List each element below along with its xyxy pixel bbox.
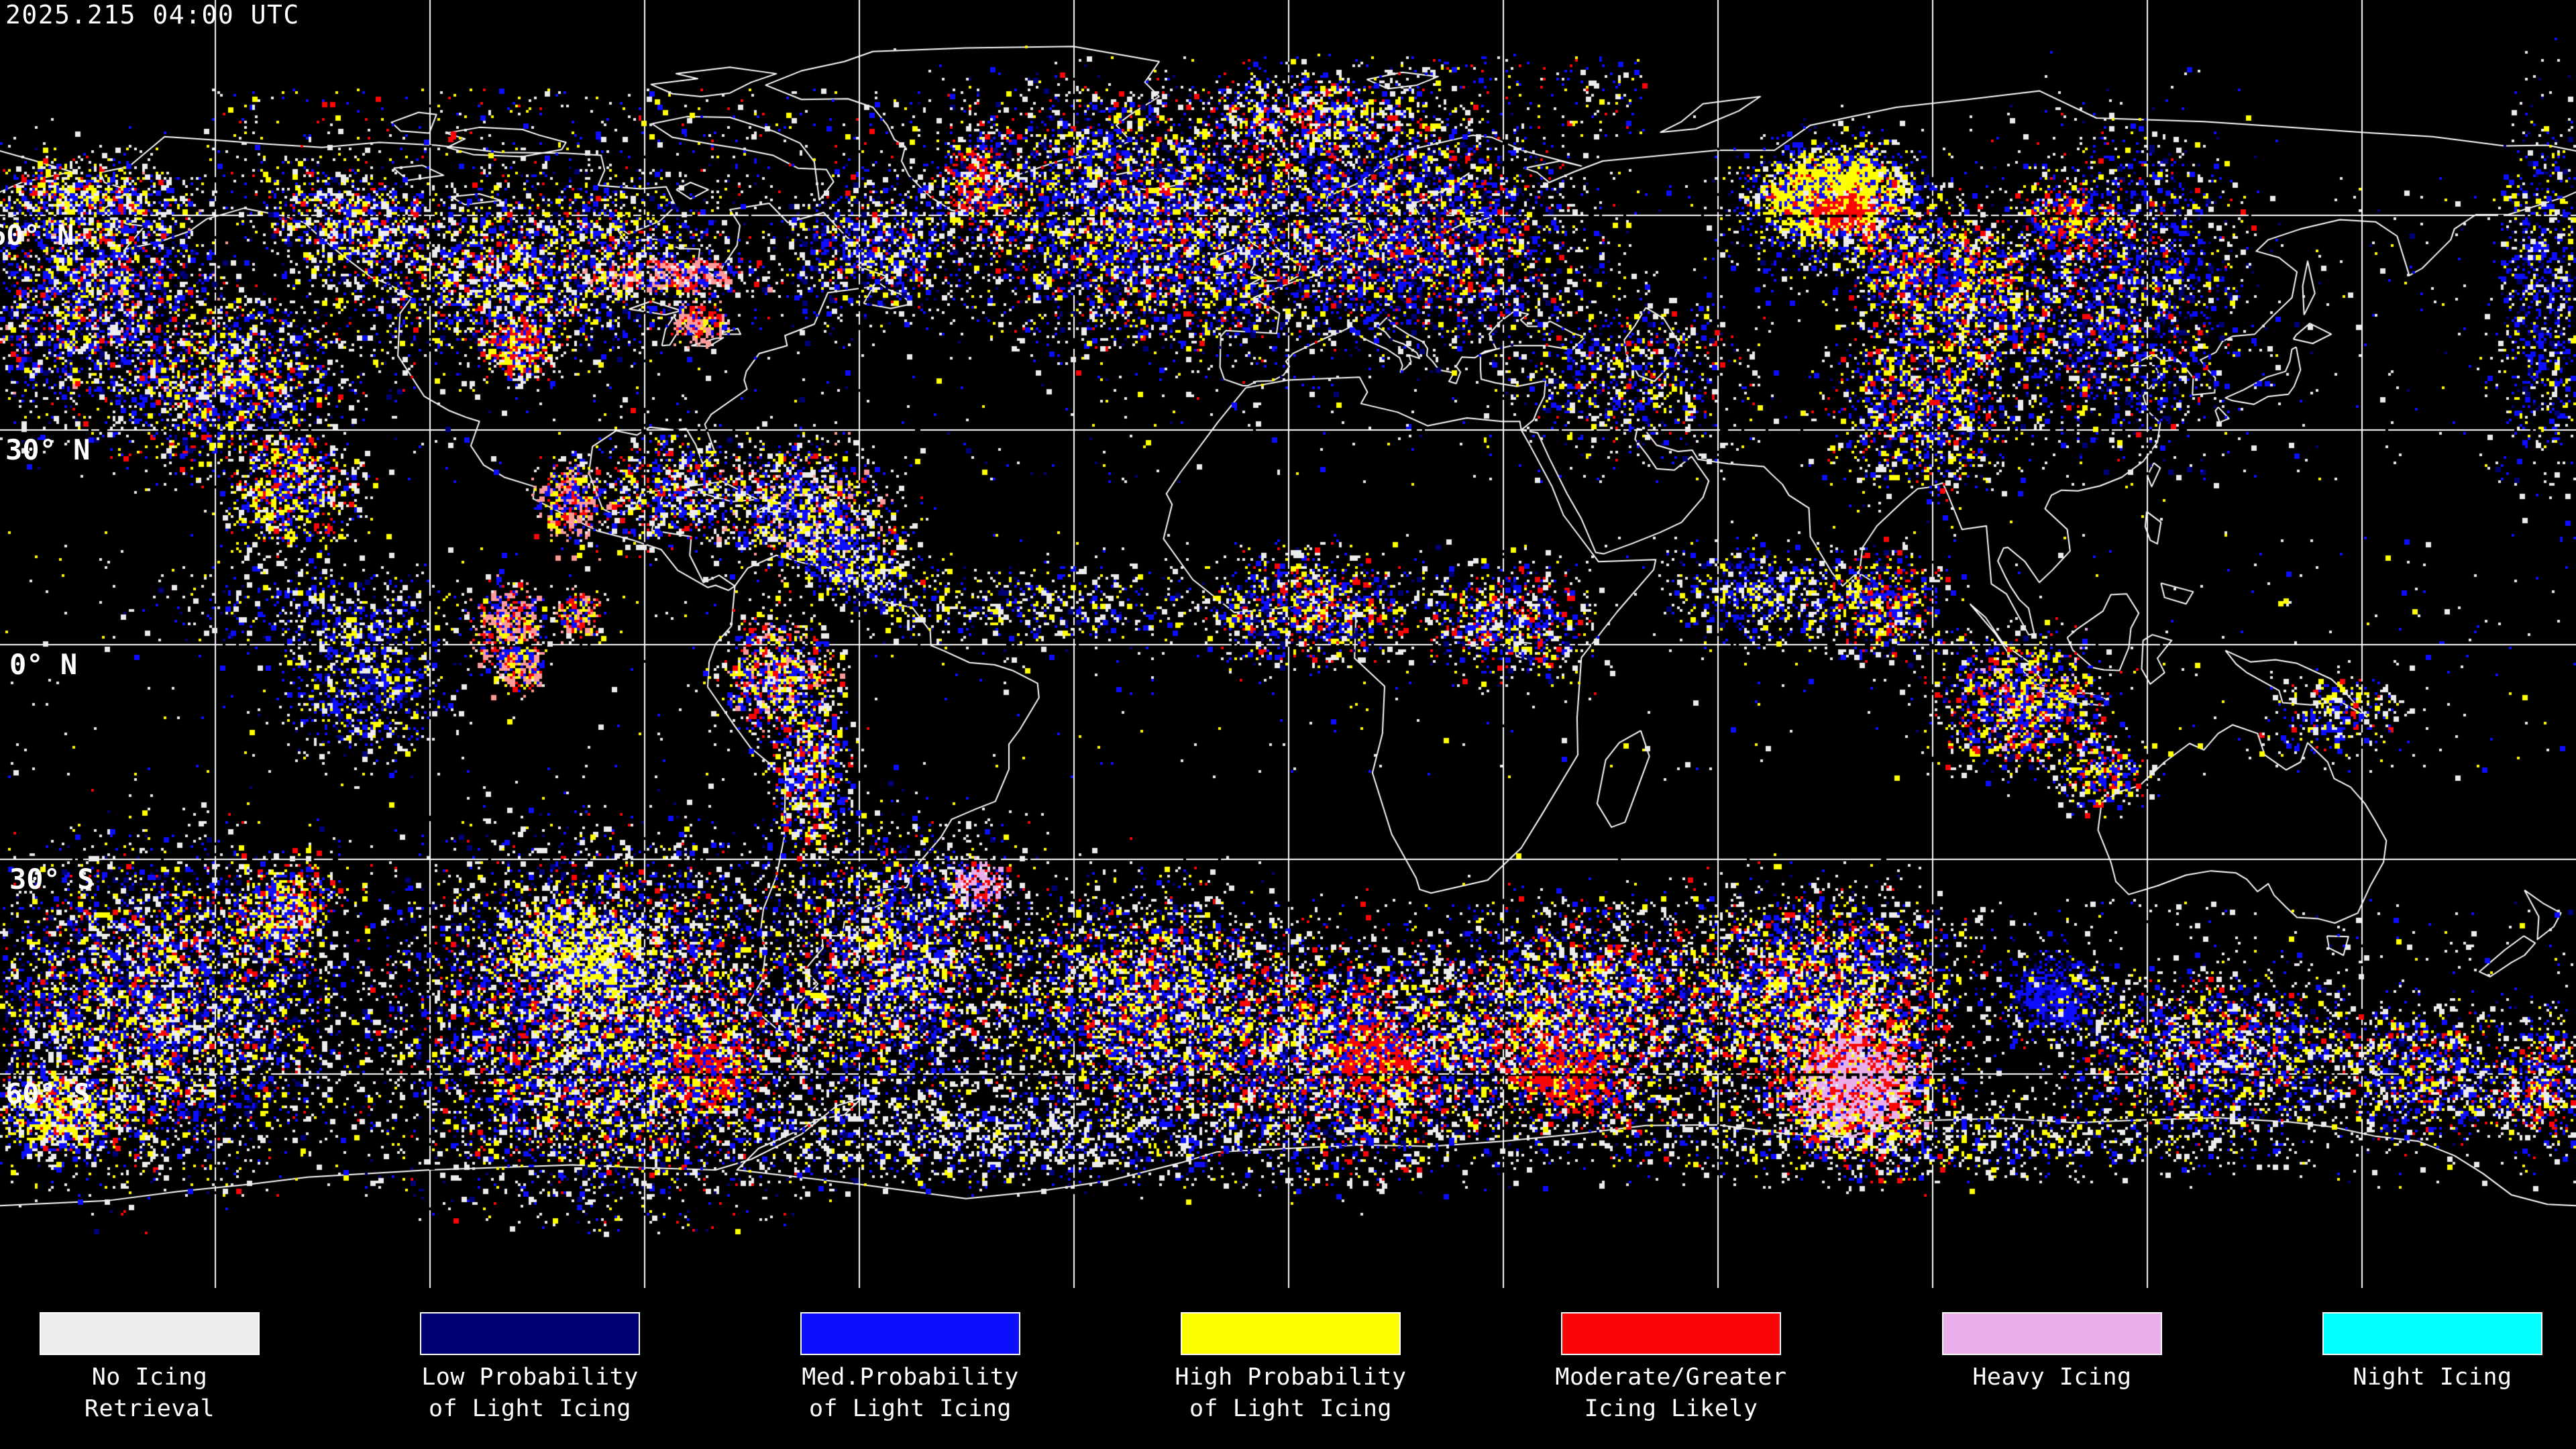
legend-label: Heavy Icing	[1972, 1364, 2132, 1391]
legend-label: No Icing	[91, 1364, 208, 1391]
legend-label: of Light Icing	[808, 1395, 1012, 1422]
legend-swatch-moderate	[1561, 1312, 1781, 1355]
legend-item-low-prob: Low Probability of Light Icing	[329, 1312, 731, 1425]
legend-label: Night Icing	[2353, 1364, 2512, 1391]
latitude-label-30s: 30° S	[9, 863, 95, 896]
world-icing-map	[0, 0, 2576, 1288]
legend-swatch-high-prob	[1181, 1312, 1401, 1355]
legend-label: Icing Likely	[1584, 1395, 1758, 1422]
legend-label: Retrieval	[84, 1395, 215, 1422]
legend-item-med-prob: Med.Probability of Light Icing	[709, 1312, 1112, 1425]
legend-item-night: Night Icing	[2231, 1312, 2576, 1393]
legend-item-moderate: Moderate/Greater Icing Likely	[1470, 1312, 1872, 1425]
latitude-label-60n: 60° N	[0, 219, 74, 252]
legend-item-heavy: Heavy Icing	[1851, 1312, 2253, 1393]
latitude-label-0n: 0° N	[9, 648, 78, 681]
latitude-label-30n: 30° N	[5, 433, 91, 466]
legend: No Icing Retrieval Low Probability of Ligh…	[0, 1288, 2576, 1449]
legend-item-high-prob: High Probability of Light Icing	[1089, 1312, 1492, 1425]
legend-swatch-no-icing	[40, 1312, 260, 1355]
legend-label: High Probability	[1175, 1364, 1407, 1391]
latitude-label-60s: 60° S	[5, 1077, 91, 1110]
legend-swatch-night	[2322, 1312, 2542, 1355]
legend-label: Low Probability	[421, 1364, 639, 1391]
legend-item-no-icing: No Icing Retrieval	[0, 1312, 351, 1425]
legend-swatch-heavy	[1942, 1312, 2162, 1355]
timestamp: 2025.215 04:00 UTC	[5, 0, 300, 30]
legend-label: of Light Icing	[1189, 1395, 1392, 1422]
legend-swatch-med-prob	[800, 1312, 1020, 1355]
legend-label: Moderate/Greater	[1555, 1364, 1787, 1391]
legend-label: of Light Icing	[428, 1395, 631, 1422]
legend-label: Med.Probability	[802, 1364, 1019, 1391]
legend-swatch-low-prob	[420, 1312, 640, 1355]
